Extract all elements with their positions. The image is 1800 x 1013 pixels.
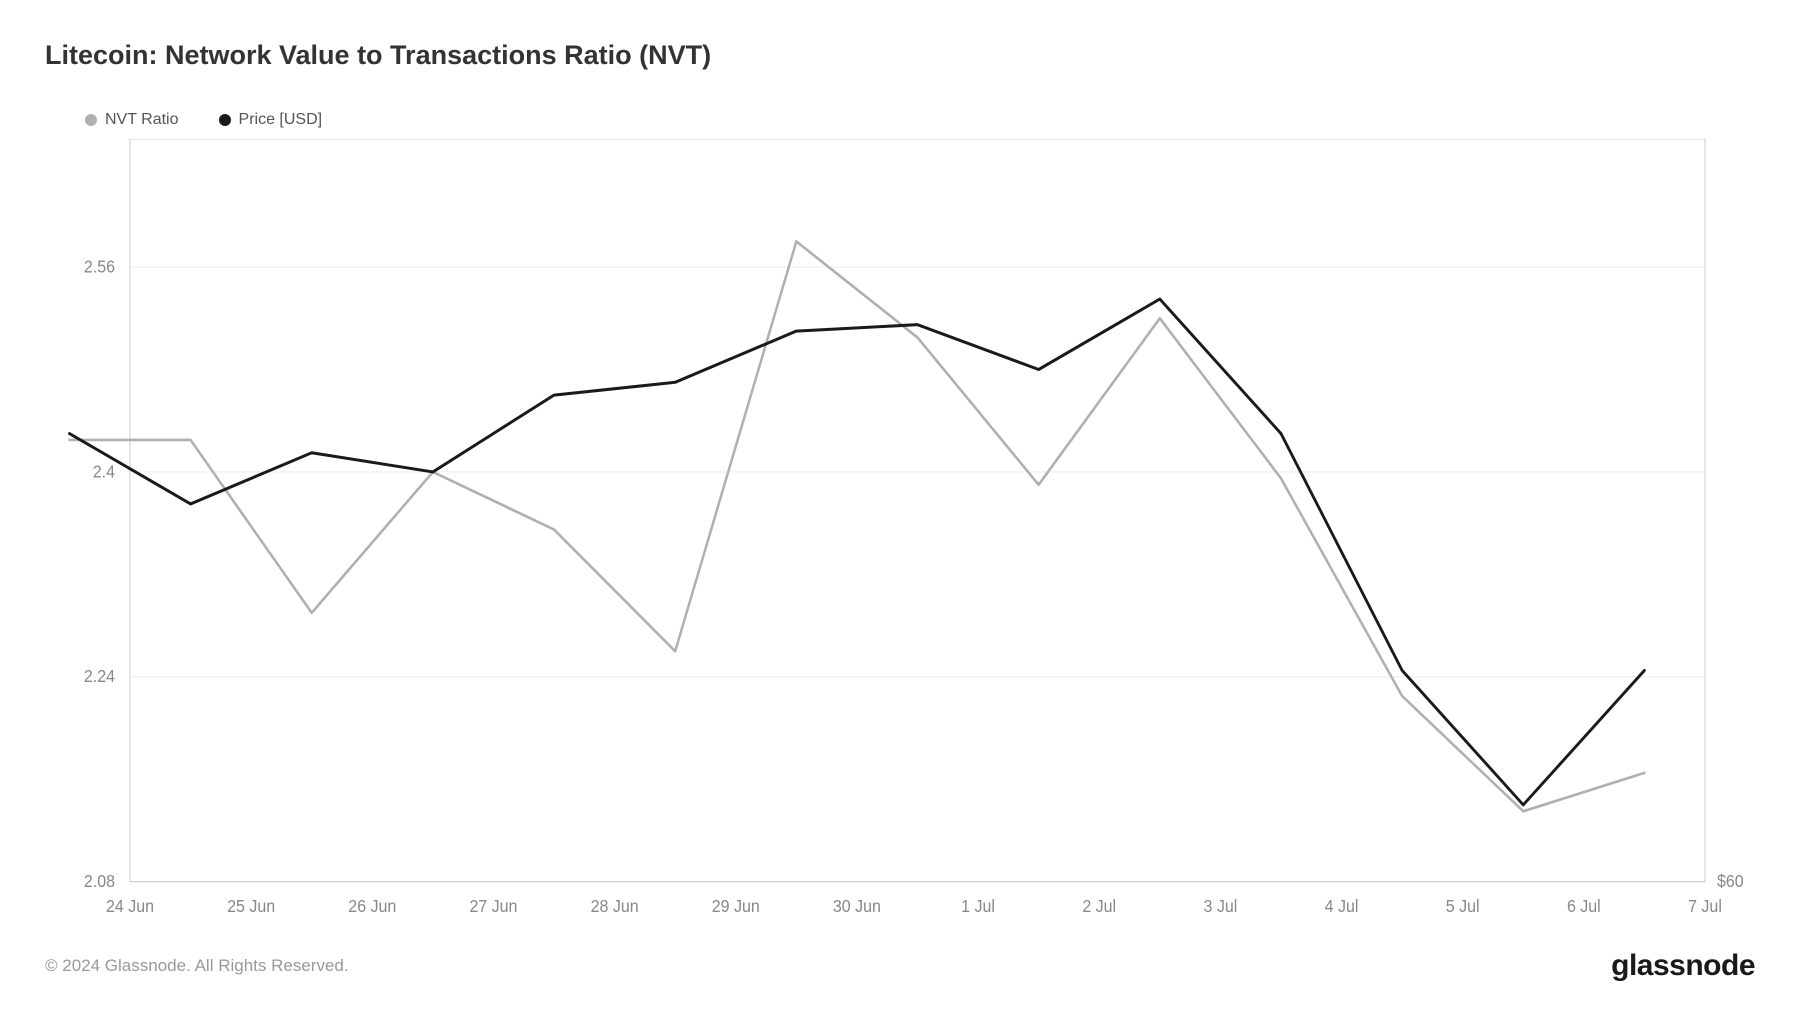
x-axis-tick-label: 3 Jul bbox=[1203, 896, 1237, 914]
x-axis-tick-label: 6 Jul bbox=[1567, 896, 1601, 914]
chart-svg: 2.08 2.24 2.4 2.56 $60 24 Jun 25 Jun 26 Jun 27 J… bbox=[45, 139, 1755, 914]
x-axis-tick-label: 26 Jun bbox=[348, 896, 396, 914]
series-line bbox=[69, 299, 1644, 805]
legend-dot-icon bbox=[219, 114, 231, 126]
x-axis-tick-label: 2 Jul bbox=[1082, 896, 1116, 914]
legend-dot-icon bbox=[85, 114, 97, 126]
x-axis-tick-label: 28 Jun bbox=[591, 896, 639, 914]
legend-item-nvt: NVT Ratio bbox=[85, 111, 179, 129]
x-axis-tick-label: 5 Jul bbox=[1446, 896, 1480, 914]
plot-border bbox=[130, 139, 1705, 882]
y-axis-tick-label: 2.56 bbox=[84, 257, 115, 277]
footer: © 2024 Glassnode. All Rights Reserved. g… bbox=[45, 949, 1755, 983]
chart-title: Litecoin: Network Value to Transactions … bbox=[45, 40, 1755, 71]
y2-axis-tick-label: $60 bbox=[1717, 872, 1744, 892]
y-axis-tick-label: 2.4 bbox=[93, 462, 115, 482]
y-axis-tick-label: 2.08 bbox=[84, 872, 115, 892]
legend-item-price: Price [USD] bbox=[219, 111, 323, 129]
brand-logo: glassnode bbox=[1611, 949, 1755, 983]
x-axis-tick-label: 1 Jul bbox=[961, 896, 995, 914]
y-axis-tick-label: 2.24 bbox=[84, 667, 115, 687]
x-axis-tick-label: 29 Jun bbox=[712, 896, 760, 914]
x-axis-tick-label: 7 Jul bbox=[1688, 896, 1722, 914]
chart-container: Litecoin: Network Value to Transactions … bbox=[0, 0, 1800, 1013]
x-axis-tick-label: 25 Jun bbox=[227, 896, 275, 914]
x-axis-tick-label: 24 Jun bbox=[106, 896, 154, 914]
legend-label: Price [USD] bbox=[239, 111, 323, 129]
x-axis-tick-label: 4 Jul bbox=[1325, 896, 1359, 914]
copyright-text: © 2024 Glassnode. All Rights Reserved. bbox=[45, 956, 349, 976]
x-axis-tick-label: 30 Jun bbox=[833, 896, 881, 914]
x-axis-tick-label: 27 Jun bbox=[469, 896, 517, 914]
chart-plot-area: 2.08 2.24 2.4 2.56 $60 24 Jun 25 Jun 26 Jun 27 J… bbox=[45, 139, 1755, 914]
legend-label: NVT Ratio bbox=[105, 111, 179, 129]
legend: NVT Ratio Price [USD] bbox=[85, 111, 1755, 129]
